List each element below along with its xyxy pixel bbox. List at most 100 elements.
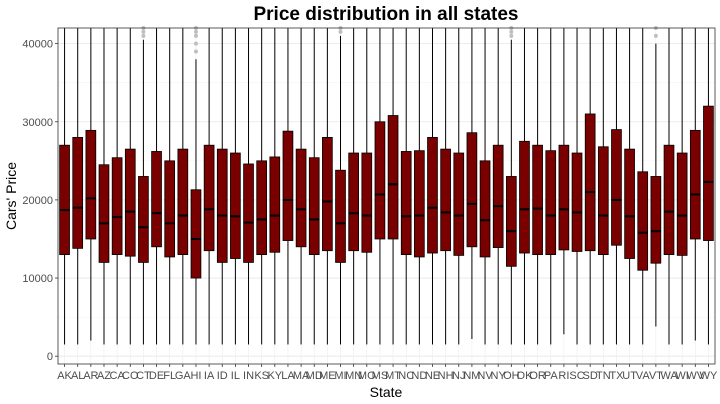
box-iqr: [650, 176, 662, 264]
box-iqr: [519, 140, 530, 254]
box-pa: [545, 28, 557, 345]
x-tick-label: MO: [358, 370, 376, 382]
box-iqr: [414, 150, 425, 258]
box-mn: [348, 28, 359, 345]
x-tick-label: VT: [649, 370, 663, 382]
box-ok: [519, 28, 530, 345]
box-iqr: [374, 121, 386, 240]
box-iqr: [453, 152, 465, 256]
x-tick-label: OR: [529, 370, 546, 382]
x-tick-label: MT: [385, 370, 401, 382]
x-tick-label: NH: [438, 370, 454, 382]
x-tick-label: WY: [700, 370, 718, 382]
box-iqr: [689, 129, 701, 240]
x-tick-label: TN: [596, 370, 611, 382]
box-iqr: [466, 132, 478, 248]
box-iqr: [361, 152, 373, 253]
x-tick-label: UT: [622, 370, 637, 382]
box-mt: [387, 28, 399, 345]
x-tick-label: MI: [334, 370, 346, 382]
box-iqr: [506, 176, 517, 267]
box-iqr: [427, 136, 438, 254]
box-iqr: [387, 115, 399, 240]
box-iqr: [138, 176, 149, 263]
box-iqr: [85, 129, 97, 240]
x-tick-label: WV: [686, 370, 704, 382]
x-tick-label: CA: [109, 370, 125, 382]
x-tick-label: AR: [83, 370, 98, 382]
box-oh: [506, 26, 517, 345]
x-tick-label: DE: [149, 370, 164, 382]
box-ut: [624, 28, 635, 345]
x-tick-label: FL: [163, 370, 176, 382]
x-tick-label: NC: [398, 370, 414, 382]
box-iqr: [597, 146, 609, 256]
box-ma: [295, 28, 307, 345]
x-tick-label: NJ: [452, 370, 465, 382]
box-iqr: [348, 152, 359, 252]
box-iqr: [663, 144, 675, 256]
box-ak: [59, 28, 70, 345]
chart-title: Price distribution in all states: [253, 4, 518, 25]
x-tick-label: NM: [463, 370, 480, 382]
box-iqr: [190, 189, 202, 279]
x-tick-label: MD: [306, 370, 323, 382]
x-tick-label: AL: [71, 370, 84, 382]
box-md: [308, 28, 320, 345]
x-tick-label: NY: [491, 370, 507, 382]
outlier-point: [509, 33, 514, 38]
x-tick-label: MS: [372, 370, 389, 382]
box-wi: [676, 28, 688, 345]
box-iqr: [571, 152, 583, 252]
box-iqr: [124, 148, 136, 257]
box-in: [243, 28, 254, 345]
y-tick-label: 0: [47, 351, 53, 363]
x-tick-label: MN: [345, 370, 362, 382]
box-nm: [466, 28, 478, 339]
box-iqr: [177, 148, 189, 256]
box-iqr: [611, 129, 622, 246]
box-iqr: [151, 151, 162, 248]
y-tick-labels: 0 10000 20000 30000 40000: [22, 39, 58, 363]
box-al: [72, 28, 84, 345]
box-nd: [414, 28, 425, 345]
box-iqr: [164, 160, 176, 258]
box-iqr: [59, 144, 70, 256]
outlier-point: [193, 33, 198, 38]
outlier-point: [338, 29, 343, 34]
x-tick-label: OH: [503, 370, 520, 382]
x-tick-label: IN: [243, 370, 254, 382]
box-ms: [374, 28, 386, 345]
box-iqr: [558, 144, 570, 251]
box-iqr: [98, 164, 110, 263]
x-tick-label: LA: [281, 370, 295, 382]
box-la: [282, 28, 294, 345]
box-ct: [138, 26, 149, 345]
x-tick-label: NV: [477, 370, 493, 382]
x-tick-label: OK: [517, 370, 534, 382]
box-iqr: [111, 157, 123, 256]
box-iqr: [703, 105, 714, 241]
x-tick-label: HI: [190, 370, 201, 382]
x-tick-label: SC: [569, 370, 584, 382]
box-iqr: [676, 152, 688, 256]
box-ga: [177, 28, 189, 345]
box-me: [322, 28, 333, 345]
box-iqr: [243, 163, 254, 263]
x-tick-label: KY: [267, 370, 282, 382]
x-tick-label: CT: [136, 370, 151, 382]
box-iqr: [400, 151, 412, 256]
y-tick-label: 20000: [22, 195, 53, 207]
x-tick-label: ME: [319, 370, 336, 382]
outlier-point: [193, 29, 198, 34]
box-sd: [584, 28, 596, 345]
x-tick-label: TX: [609, 370, 624, 382]
box-ri: [558, 28, 570, 335]
x-tick-label: ID: [217, 370, 228, 382]
y-tick-label: 40000: [22, 39, 53, 51]
x-tick-label: MA: [293, 370, 310, 382]
x-tick-label: PA: [544, 370, 559, 382]
y-tick-label: 30000: [22, 117, 53, 129]
